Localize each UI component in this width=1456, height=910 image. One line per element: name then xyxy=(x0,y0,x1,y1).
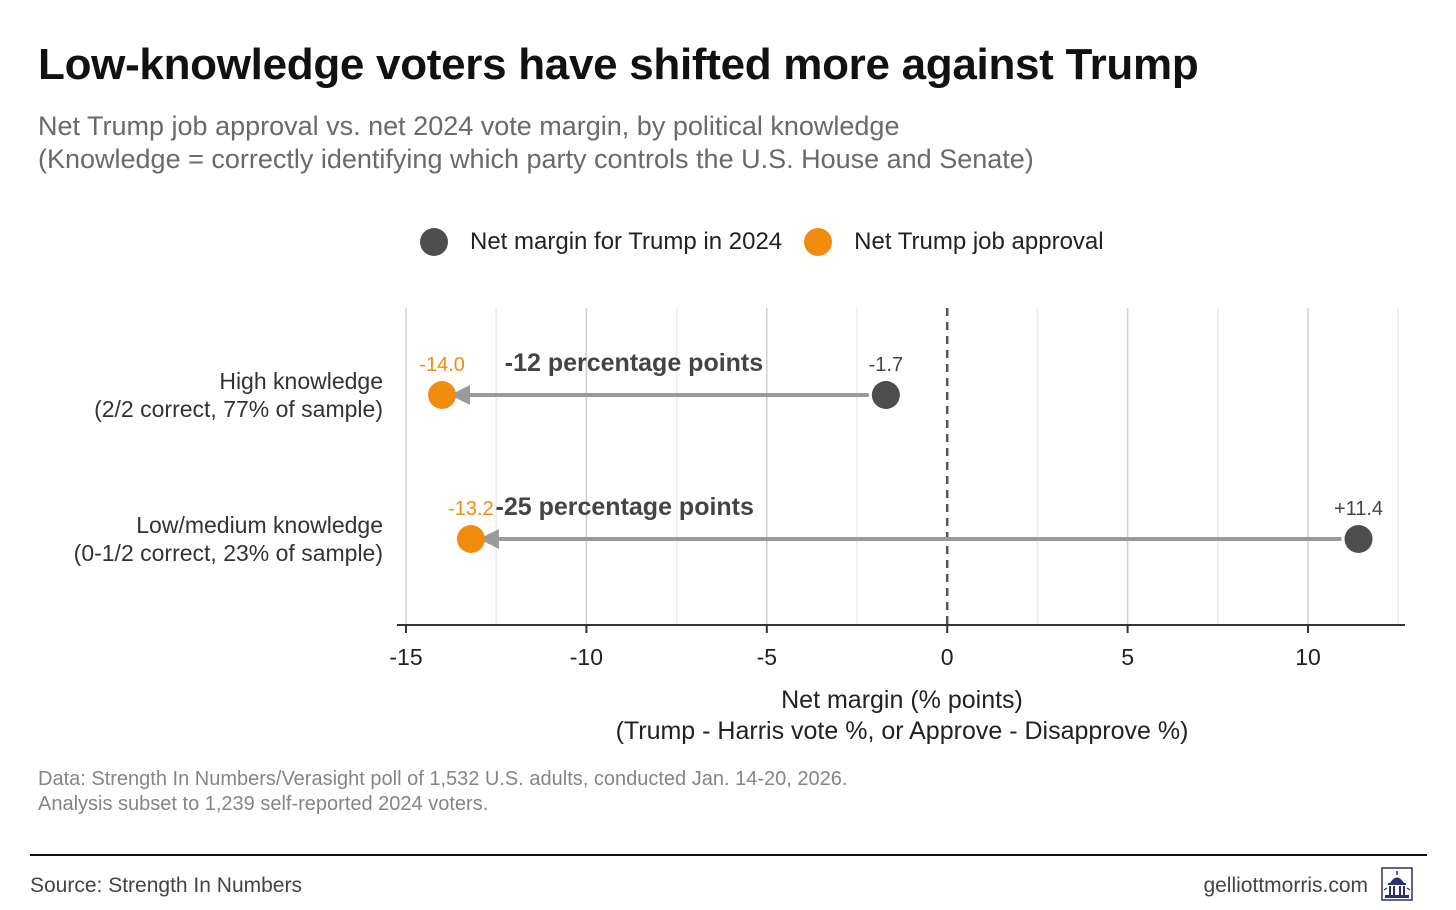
approval-dot xyxy=(456,525,485,553)
x-axis-title-line-1: Net margin (% points) xyxy=(781,686,1023,714)
vote-margin-dot xyxy=(871,381,900,409)
x-tick-label: 0 xyxy=(941,644,954,670)
x-tick-label: 10 xyxy=(1295,644,1321,670)
approval-value-label: -14.0 xyxy=(419,354,465,376)
shift-label: -12 percentage points xyxy=(505,349,763,377)
vote-margin-value-label: -1.7 xyxy=(869,354,903,376)
data-note-line-2: Analysis subset to 1,239 self-reported 2… xyxy=(38,793,489,815)
approval-value-label: -13.2 xyxy=(448,498,494,520)
approval-dot xyxy=(428,381,457,409)
legend: Net margin for Trump in 2024 Net Trump j… xyxy=(420,226,1104,258)
x-axis-title-line-2: (Trump - Harris vote %, or Approve - Dis… xyxy=(615,717,1189,745)
x-tick-label: 5 xyxy=(1121,644,1134,670)
vote-margin-value-label: +11.4 xyxy=(1334,498,1383,520)
legend-dot-job-approval xyxy=(804,228,833,256)
data-note: Data: Strength In Numbers/Verasight poll… xyxy=(38,767,847,817)
x-tick-label: -5 xyxy=(757,644,777,670)
source-credit: Source: Strength In Numbers xyxy=(30,874,302,897)
dumbbell-chart: -15 -10 -5 0 5 10 High knowledge(2/2 correct, … xyxy=(74,308,1405,670)
x-tick-label: -10 xyxy=(570,644,603,670)
subtitle-line-1: Net Trump job approval vs. net 2024 vote… xyxy=(38,111,900,141)
x-tick-label: -15 xyxy=(389,644,422,670)
capitol-building-icon xyxy=(1381,867,1413,901)
legend-item-vote-margin: Net margin for Trump in 2024 xyxy=(420,228,782,256)
category-label: High knowledge xyxy=(219,368,383,394)
vote-margin-dot xyxy=(1344,525,1373,553)
shift-label: -25 percentage points xyxy=(496,493,754,521)
legend-label-vote-margin: Net margin for Trump in 2024 xyxy=(470,228,783,255)
legend-dot-vote-margin xyxy=(420,228,448,256)
subtitle-line-2: (Knowledge = correctly identifying which… xyxy=(38,144,1034,174)
site-link[interactable]: gelliottmorris.com xyxy=(1203,874,1368,897)
category-sublabel: (0-1/2 correct, 23% of sample) xyxy=(74,540,383,566)
chart-subtitle: Net Trump job approval vs. net 2024 vote… xyxy=(38,110,1034,176)
chart-title: Low-knowledge voters have shifted more a… xyxy=(38,40,1199,89)
category-label: Low/medium knowledge xyxy=(136,512,383,538)
category-sublabel: (2/2 correct, 77% of sample) xyxy=(94,396,383,422)
footer-divider xyxy=(30,854,1427,856)
data-note-line-1: Data: Strength In Numbers/Verasight poll… xyxy=(38,768,848,790)
legend-label-job-approval: Net Trump job approval xyxy=(854,228,1104,255)
legend-item-job-approval: Net Trump job approval xyxy=(804,228,1104,256)
